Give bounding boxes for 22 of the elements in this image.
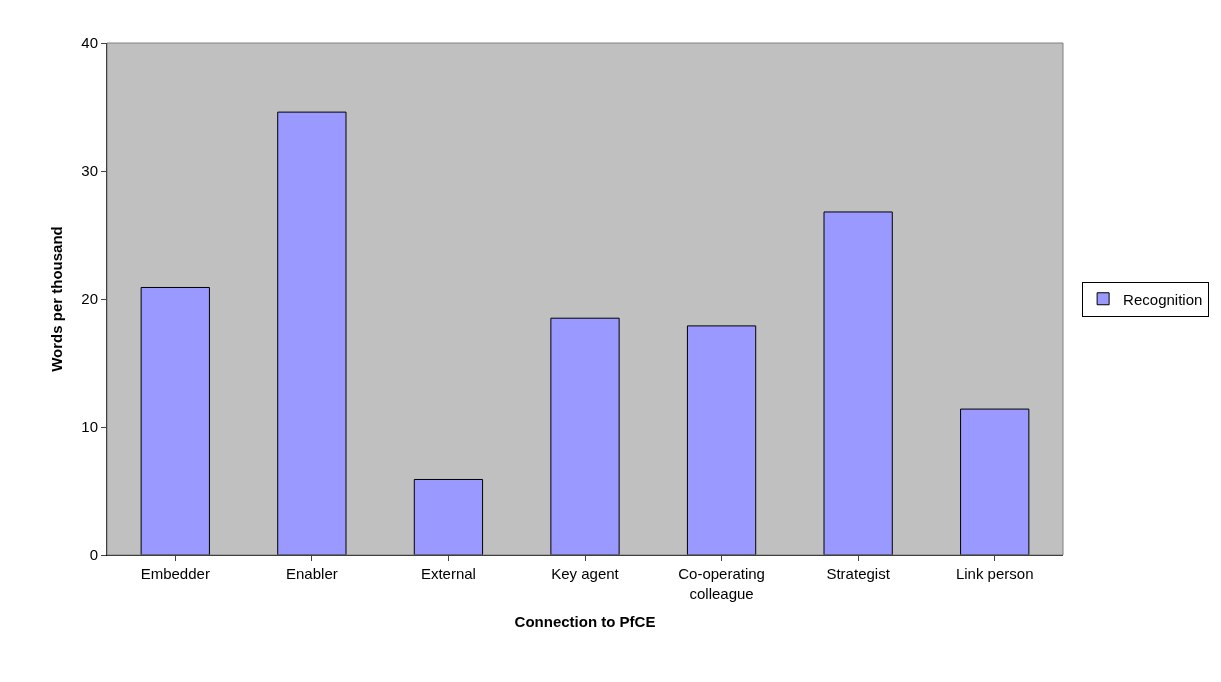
x-tick-label: Enabler: [286, 565, 338, 582]
bar: [823, 211, 893, 555]
y-axis-title: Words per thousand: [47, 226, 65, 372]
bar: [413, 478, 484, 555]
bar: [140, 286, 210, 555]
x-axis-title: Connection to PfCE: [514, 612, 656, 630]
x-tick-label: Link person: [955, 565, 1034, 582]
y-tick-label: 0: [89, 546, 98, 564]
x-tick-label: Co-operating colleague: [678, 565, 765, 602]
bar: [960, 408, 1030, 555]
x-tick-label: External: [420, 565, 476, 582]
x-tick-label: Embedder: [140, 565, 210, 582]
x-tick-label: Key agent: [551, 565, 620, 582]
bar: [277, 111, 347, 555]
bar: [686, 325, 757, 555]
bar: [550, 317, 620, 555]
y-tick-label: 20: [81, 290, 98, 308]
y-tick-label: 10: [81, 418, 98, 436]
y-tick-label: 40: [81, 34, 98, 52]
x-tick-label: Strategist: [826, 565, 891, 582]
y-tick-label: 30: [81, 162, 98, 180]
legend-label: Recognition: [1123, 290, 1203, 308]
